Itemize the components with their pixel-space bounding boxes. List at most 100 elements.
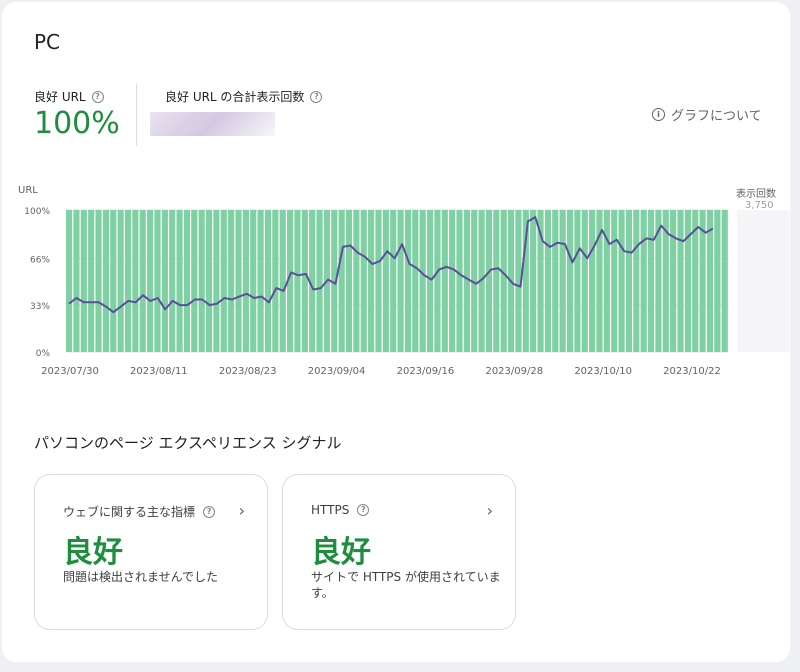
good-url-bar [574,210,581,352]
about-chart-link[interactable]: i グラフについて [652,105,762,124]
y-tick-label: 66% [30,255,50,265]
good-url-bar [110,210,117,352]
good-url-bar [589,210,596,352]
metric-divider [136,84,137,146]
good-url-bar [316,210,323,352]
x-tick-label: 2023/09/28 [485,366,543,377]
good-url-bar [699,210,706,352]
good-url-bar [147,210,154,352]
good-url-bar [478,210,485,352]
about-chart-label: グラフについて [671,109,762,124]
good-url-bar [456,210,463,352]
good-url-label: 良好 URL [34,90,86,104]
good-url-bar [633,210,640,352]
good-url-bar [419,210,426,352]
impressions-series-line [68,216,714,314]
good-url-bar [596,210,603,352]
good-url-bar [345,210,353,352]
good-url-bar [382,210,389,352]
good-url-bar [66,210,73,352]
https-card-header: HTTPS ? [311,503,370,517]
redacted-right-axis [737,210,789,352]
good-url-bar [124,210,132,352]
good-url-bar [485,210,493,352]
good-url-bar [235,210,242,352]
good-url-bar [176,210,183,352]
good-url-bar [257,210,264,352]
good-url-bar [213,210,220,352]
good-url-bar [515,210,522,352]
y-tick-label: 100% [24,207,50,217]
good-url-bar [397,210,404,352]
good-url-bar [154,210,161,352]
help-circle-icon[interactable]: ? [357,504,370,516]
good-url-bar [647,210,655,352]
good-url-bar [581,210,588,352]
x-tick-label: 2023/08/23 [219,366,277,377]
good-url-bar [559,210,566,352]
good-url-bar [412,210,419,352]
good-url-bar [603,210,610,352]
good-url-bar [522,210,529,352]
good-url-bar [530,210,537,352]
good-url-bar [88,210,95,352]
y-tick-label: 0% [36,349,51,359]
good-url-bar [404,210,412,352]
good-url-bar [95,210,102,352]
redacted-impressions-value [150,112,275,136]
good-url-bar [301,210,308,352]
core-web-vitals-card-header: ウェブに関する主な指標 ? [63,503,216,520]
good-url-bar [544,210,551,352]
url-trend-chart[interactable]: 3,750 100% 66% 33% 0% 2023/07/30 2023/08/11 202… [2,2,790,392]
good-url-bar [264,210,272,352]
good-url-bar [500,210,507,352]
good-url-bar [132,210,139,352]
info-icon: i [652,108,665,121]
good-url-bar [272,210,279,352]
good-url-bar [294,210,301,352]
good-url-bar [368,210,375,352]
good-url-bar [220,210,227,352]
https-card[interactable]: HTTPS ? › 良好 サイトで HTTPS が使用されています。 [282,474,516,630]
good-url-bar [471,210,478,352]
good-url-percentage: 100% [34,106,120,141]
good-url-bar [309,210,316,352]
good-url-bar [287,210,294,352]
x-tick-label: 2023/07/30 [41,366,99,377]
good-url-bar [537,210,544,352]
good-url-bar [198,210,205,352]
good-url-bar [331,210,338,352]
good-url-bar [463,210,470,352]
good-url-bar [375,210,382,352]
good-url-bar [338,210,345,352]
good-url-bar [566,210,574,352]
good-url-bar [183,210,191,352]
help-circle-icon[interactable]: ? [203,505,216,518]
impressions-metric-label: 良好 URL の合計表示回数 ? [165,88,323,105]
good-url-bar [250,210,257,352]
good-url-bar [618,210,625,352]
good-url-bar [655,210,662,352]
good-url-bar [161,210,168,352]
good-url-bar [441,210,448,352]
good-url-bar [662,210,669,352]
good-url-metric-label: 良好 URL ? [34,88,104,105]
help-circle-icon[interactable]: ? [91,90,104,103]
https-description: サイトで HTTPS が使用されています。 [311,570,501,600]
left-axis-title: URL [18,185,38,196]
good-url-bar [191,210,198,352]
help-circle-icon[interactable]: ? [310,90,323,103]
good-url-bar [684,210,691,352]
good-url-bar [706,210,714,352]
good-url-bar [169,210,176,352]
chevron-right-icon[interactable]: › [486,501,493,520]
https-status: 良好 [311,535,371,570]
core-web-vitals-card[interactable]: ウェブに関する主な指標 ? › 良好 問題は検出されませんでした [34,474,268,630]
good-url-bar [242,210,249,352]
good-url-bar [552,210,559,352]
good-url-bar [80,210,87,352]
chevron-right-icon[interactable]: › [238,501,245,520]
good-url-bar [73,210,80,352]
x-tick-label: 2023/08/11 [130,366,188,377]
good-url-bar [611,210,618,352]
